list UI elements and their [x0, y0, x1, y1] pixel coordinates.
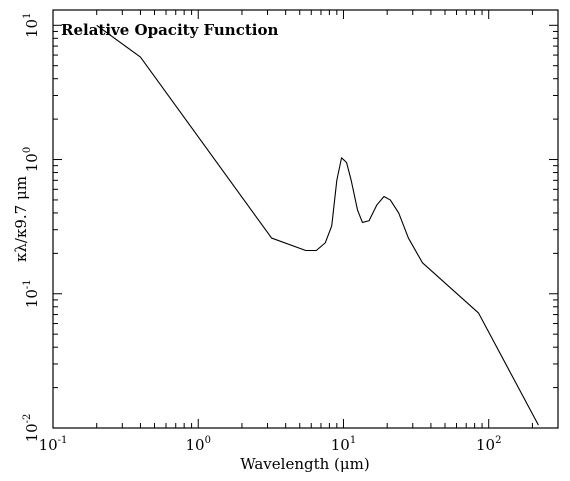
x-tick-label: 10-1: [39, 435, 68, 454]
x-axis-label: Wavelength (μm): [240, 455, 369, 473]
plot-frame: [52, 9, 559, 429]
y-tick-label: 10-2: [22, 414, 41, 443]
y-tick-label: 10-1: [22, 279, 41, 308]
axis-ticks: [52, 10, 559, 429]
chart-title: Relative Opacity Function: [61, 21, 278, 39]
x-tick-label: 101: [331, 435, 356, 454]
series-line: [96, 24, 539, 426]
x-tick-label: 100: [186, 435, 211, 454]
x-tick-label: 102: [476, 435, 501, 454]
y-tick-label: 100: [22, 147, 41, 172]
y-tick-label: 101: [22, 13, 41, 38]
y-axis-label: κλ/κ9.7 μm: [12, 176, 30, 262]
